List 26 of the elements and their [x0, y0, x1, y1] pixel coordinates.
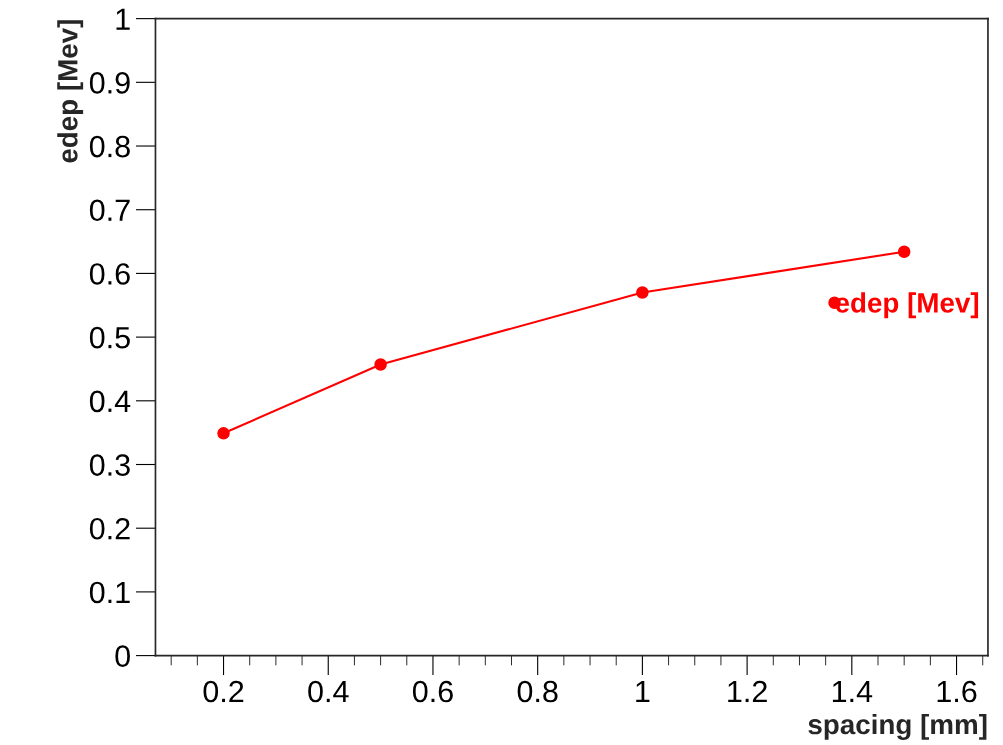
x-axis-title: spacing [mm]: [808, 713, 987, 740]
y-tick-label: 0: [115, 645, 130, 667]
y-tick-label: 0.6: [89, 263, 130, 285]
legend-label: edep [Mev]: [835, 292, 979, 319]
x-tick-label: 1.2: [728, 680, 767, 703]
y-tick-label: 0.7: [89, 199, 130, 222]
x-tick-label: 0.4: [308, 680, 349, 703]
point: [217, 427, 230, 440]
point: [636, 286, 649, 299]
x-tick-label: 1.4: [832, 681, 873, 703]
x-tick-label: 0.2: [203, 680, 244, 703]
point: [897, 245, 911, 259]
x-tick-label: 0.8: [517, 680, 558, 703]
x-tick-label: 1: [636, 681, 650, 703]
y-tick-label: 1: [116, 8, 130, 30]
y-tick-label: 0.9: [89, 72, 130, 94]
point: [374, 358, 387, 371]
y-tick-label: 0.1: [89, 581, 130, 604]
x-tick-label: 1.6: [937, 680, 977, 703]
x-tick-label: 0.6: [412, 680, 453, 703]
y-tick-label: 0.5: [89, 326, 130, 349]
y-tick-label: 0.2: [89, 517, 130, 540]
y-tick-label: 0.4: [89, 390, 131, 413]
y-tick-label: 0.8: [89, 135, 130, 158]
y-axis-title: edep [Mev]: [57, 20, 84, 163]
y-tick-label: 0.3: [89, 454, 130, 476]
